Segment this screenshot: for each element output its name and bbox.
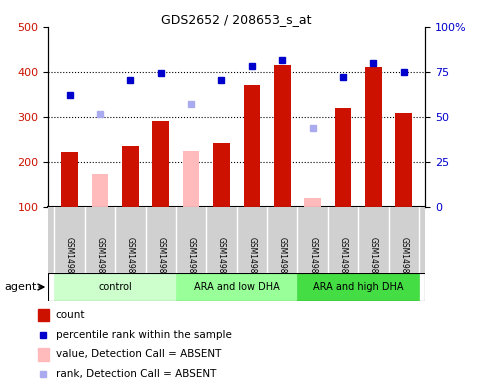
Bar <box>335 108 351 207</box>
Text: GSM149878: GSM149878 <box>156 237 165 283</box>
Bar <box>176 273 298 301</box>
Text: GSM149882: GSM149882 <box>278 237 287 283</box>
Text: count: count <box>56 310 85 320</box>
Bar <box>122 146 139 207</box>
Text: GSM149876: GSM149876 <box>96 237 104 283</box>
Bar <box>92 174 108 207</box>
Text: GSM149885: GSM149885 <box>369 237 378 283</box>
Text: GSM149883: GSM149883 <box>308 237 317 283</box>
Bar <box>304 198 321 207</box>
Text: agent: agent <box>5 282 37 292</box>
Text: value, Detection Call = ABSENT: value, Detection Call = ABSENT <box>56 349 221 359</box>
Bar <box>38 309 49 321</box>
Bar <box>396 113 412 207</box>
Text: GSM149879: GSM149879 <box>186 237 196 283</box>
Bar <box>365 68 382 207</box>
Bar <box>298 273 419 301</box>
Text: GSM149877: GSM149877 <box>126 237 135 283</box>
Text: GSM149880: GSM149880 <box>217 237 226 283</box>
Bar <box>183 151 199 207</box>
Bar <box>55 273 176 301</box>
Text: ARA and high DHA: ARA and high DHA <box>313 282 403 292</box>
Bar <box>243 84 260 207</box>
Bar <box>274 65 291 207</box>
Text: GSM149875: GSM149875 <box>65 237 74 283</box>
Text: GSM149886: GSM149886 <box>399 237 408 283</box>
Title: GDS2652 / 208653_s_at: GDS2652 / 208653_s_at <box>161 13 312 26</box>
Bar <box>61 152 78 207</box>
Text: control: control <box>98 282 132 292</box>
Text: percentile rank within the sample: percentile rank within the sample <box>56 330 231 340</box>
Text: rank, Detection Call = ABSENT: rank, Detection Call = ABSENT <box>56 369 216 379</box>
Text: ARA and low DHA: ARA and low DHA <box>194 282 280 292</box>
Bar <box>152 121 169 207</box>
Bar <box>213 143 230 207</box>
Bar <box>38 348 49 361</box>
Text: GSM149884: GSM149884 <box>339 237 347 283</box>
Text: GSM149881: GSM149881 <box>247 237 256 283</box>
